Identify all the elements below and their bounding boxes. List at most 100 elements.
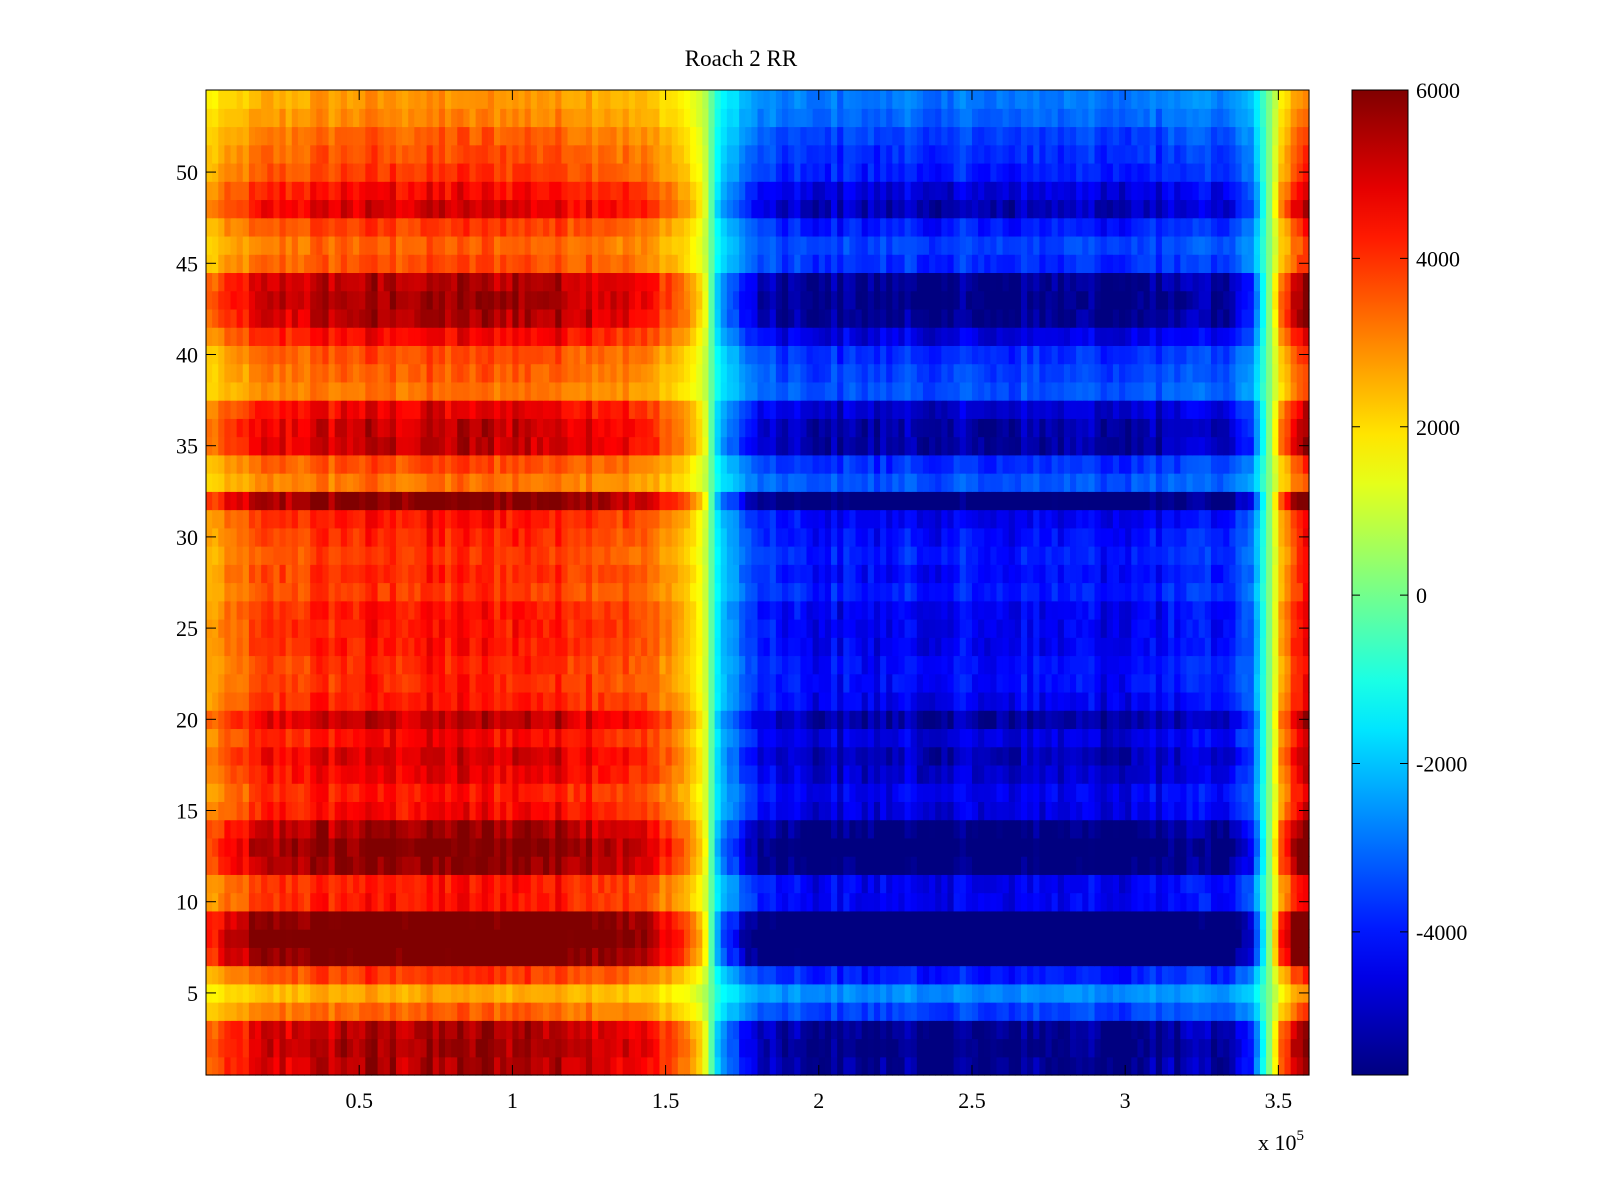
- heatmap-cell: [873, 837, 881, 857]
- heatmap-cell: [592, 1056, 599, 1076]
- heatmap-cell: [861, 892, 869, 912]
- heatmap-cell: [929, 965, 936, 985]
- heatmap-cell: [775, 983, 783, 1003]
- heatmap-cell: [1045, 983, 1053, 1003]
- heatmap-cell: [1296, 1002, 1304, 1021]
- heatmap-cell: [1174, 1002, 1181, 1021]
- heatmap-cell: [745, 783, 752, 802]
- heatmap-cell: [647, 874, 654, 894]
- heatmap-cell: [818, 655, 826, 675]
- heatmap-cell: [444, 910, 452, 930]
- heatmap-cell: [861, 600, 869, 620]
- heatmap-cell: [1235, 801, 1243, 821]
- heatmap-cell: [782, 965, 789, 985]
- heatmap-cell: [1106, 673, 1114, 693]
- heatmap-cell: [383, 600, 391, 620]
- heatmap-cell: [984, 801, 991, 821]
- heatmap-cell: [867, 856, 875, 875]
- heatmap-cell: [494, 910, 501, 930]
- heatmap-cell: [751, 710, 759, 730]
- heatmap-cell: [1045, 892, 1053, 912]
- heatmap-cell: [242, 637, 250, 657]
- heatmap-cell: [916, 856, 924, 875]
- heatmap-cell: [1027, 801, 1034, 821]
- heatmap-cell: [1290, 965, 1298, 985]
- heatmap-cell: [683, 783, 691, 802]
- heatmap-cell: [880, 1056, 887, 1076]
- heatmap-cell: [861, 1020, 869, 1040]
- heatmap-cell: [1082, 673, 1089, 693]
- heatmap-cell: [641, 801, 648, 821]
- heatmap-cell: [1094, 892, 1102, 912]
- heatmap-cell: [297, 1038, 305, 1058]
- heatmap-cell: [880, 710, 887, 730]
- heatmap-cell: [947, 582, 955, 602]
- heatmap-cell: [322, 1020, 330, 1040]
- heatmap-cell: [598, 710, 605, 730]
- heatmap-cell: [616, 1020, 624, 1040]
- heatmap-cell: [683, 965, 691, 985]
- heatmap-cell: [457, 728, 464, 748]
- heatmap-cell: [555, 1038, 563, 1058]
- heatmap-cell: [555, 1002, 563, 1021]
- heatmap-cell: [886, 910, 893, 930]
- heatmap-cell: [1076, 801, 1083, 821]
- heatmap-cell: [1082, 582, 1089, 602]
- heatmap-cell: [536, 728, 544, 748]
- heatmap-cell: [702, 1002, 710, 1021]
- heatmap-cell: [634, 764, 642, 784]
- heatmap-cell: [567, 600, 575, 620]
- heatmap-cell: [788, 691, 795, 711]
- heatmap-cell: [206, 837, 213, 857]
- heatmap-cell: [1155, 691, 1163, 711]
- heatmap-cell: [831, 618, 838, 638]
- heatmap-cell: [481, 1002, 489, 1021]
- heatmap-cell: [824, 691, 832, 711]
- heatmap-cell: [812, 600, 820, 620]
- heatmap-cell: [898, 983, 906, 1003]
- heatmap-cell: [757, 655, 765, 675]
- heatmap-cell: [310, 856, 317, 875]
- heatmap-cell: [898, 929, 906, 948]
- heatmap-cell: [408, 655, 415, 675]
- heatmap-cell: [1143, 728, 1151, 748]
- heatmap-cell: [579, 728, 587, 748]
- heatmap-cell: [634, 892, 642, 912]
- heatmap-cell: [481, 1020, 489, 1040]
- heatmap-cell: [567, 801, 575, 821]
- heatmap-cell: [751, 564, 759, 584]
- heatmap-cell: [1186, 637, 1194, 657]
- heatmap-cell: [518, 582, 526, 602]
- heatmap-cell: [414, 1002, 422, 1021]
- heatmap-cell: [487, 801, 495, 821]
- heatmap-cell: [861, 673, 869, 693]
- heatmap-cell: [794, 856, 801, 875]
- heatmap-cell: [585, 965, 593, 985]
- heatmap-cell: [291, 929, 299, 948]
- heatmap-cell: [451, 637, 458, 657]
- heatmap-cell: [1217, 655, 1224, 675]
- heatmap-cell: [279, 691, 287, 711]
- heatmap-cell: [1131, 965, 1139, 985]
- heatmap-cell: [720, 929, 728, 948]
- heatmap-cell: [671, 618, 679, 638]
- heatmap-cell: [1033, 783, 1040, 802]
- heatmap-cell: [616, 1002, 624, 1021]
- heatmap-cell: [481, 600, 489, 620]
- heatmap-cell: [408, 892, 415, 912]
- heatmap-cell: [800, 710, 808, 730]
- heatmap-cell: [935, 783, 942, 802]
- heatmap-cell: [310, 947, 317, 967]
- heatmap-cell: [255, 801, 262, 821]
- heatmap-cell: [855, 710, 863, 730]
- heatmap-cell: [628, 618, 636, 638]
- heatmap-cell: [438, 856, 446, 875]
- heatmap-cell: [328, 600, 336, 620]
- heatmap-cell: [494, 819, 501, 839]
- heatmap-cell: [965, 764, 973, 784]
- heatmap-cell: [690, 691, 697, 711]
- heatmap-cell: [383, 983, 391, 1003]
- heatmap-cell: [340, 965, 348, 985]
- heatmap-cell: [242, 856, 250, 875]
- heatmap-cell: [506, 1020, 513, 1040]
